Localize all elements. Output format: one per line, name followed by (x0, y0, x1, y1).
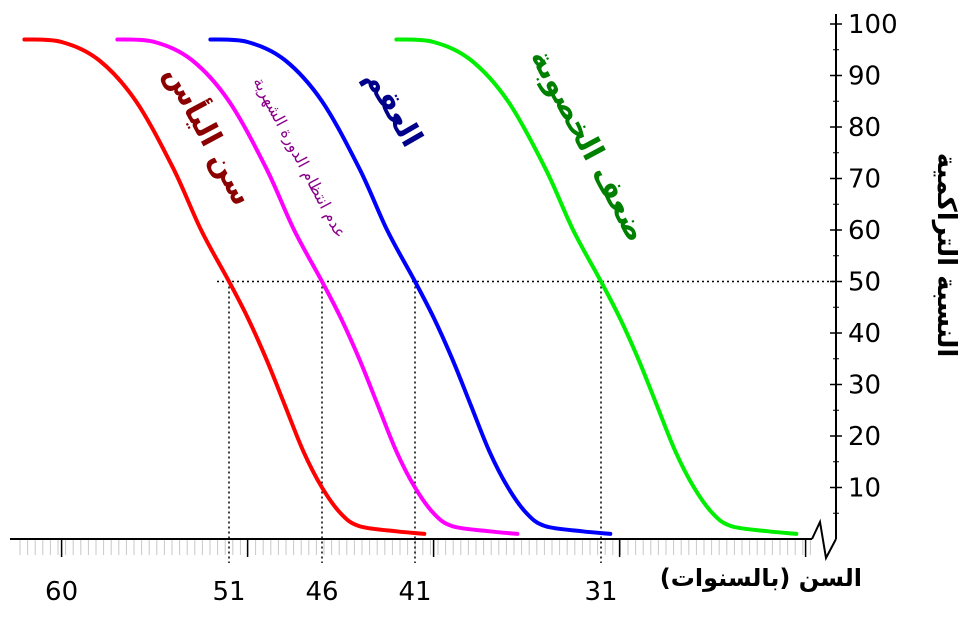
y-tick-label: 70 (848, 165, 881, 195)
x-tick-label: 46 (305, 577, 338, 607)
series-label-2: العقم (357, 63, 429, 153)
y-tick-label: 40 (848, 319, 881, 349)
y-tick-label: 90 (848, 62, 881, 92)
series-line-0 (22, 37, 427, 536)
x-tick-label: 60 (45, 577, 78, 607)
y-tick-label: 80 (848, 113, 881, 143)
x-minor-ticks (19, 539, 811, 555)
x-tick-label: 31 (584, 577, 617, 607)
y-tick-label: 20 (848, 422, 881, 452)
y-tick-label: 10 (848, 474, 881, 504)
y-tick-label: 50 (848, 268, 881, 298)
reference-lines (217, 280, 836, 563)
y-tick-label: 60 (848, 216, 881, 246)
y-axis-label: النسبة التراكمية (931, 153, 960, 357)
x-axis-label: السن (بالسنوات) (660, 564, 862, 592)
x-tick-label: 51 (212, 577, 245, 607)
y-tick-label: 100 (848, 10, 898, 40)
series-line-1 (115, 37, 520, 536)
series-layer (22, 37, 799, 536)
series-line-3 (394, 37, 799, 536)
axes: 10 20 30 40 50 60 70 80 90 100 60 51 46 41 31 (10, 10, 898, 607)
x-tick-label: 41 (398, 577, 431, 607)
series-line-2 (208, 37, 613, 536)
series-label-3: ضعف الخصوبة (523, 43, 654, 248)
series-label-1: عدم انتظام الدورة الشهرية (249, 74, 351, 242)
y-tick-label: 30 (848, 371, 881, 401)
axis-break (811, 518, 837, 562)
